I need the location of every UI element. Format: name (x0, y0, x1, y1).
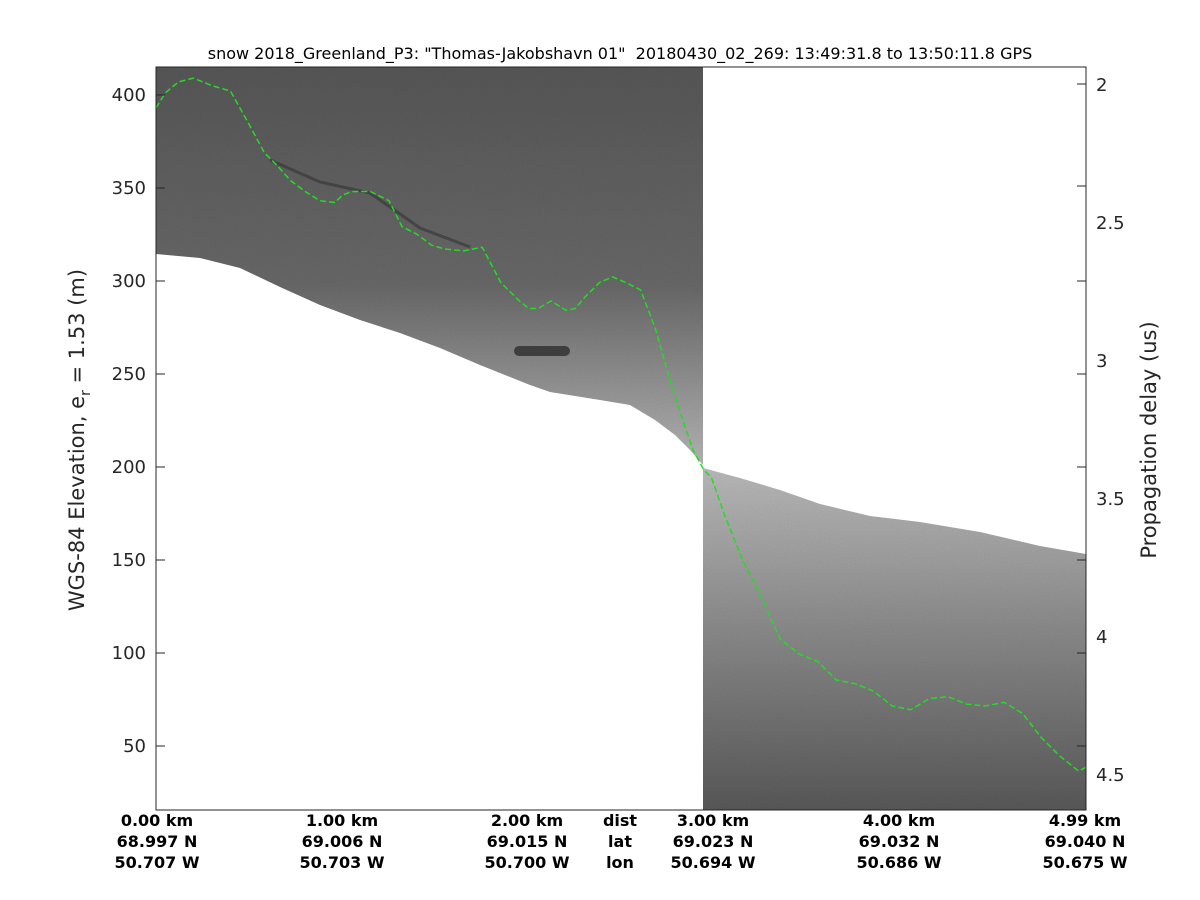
internal-layer-blob (514, 346, 570, 356)
x-lon-label: 50.675 W (1043, 853, 1128, 872)
x-lat-label: 69.015 N (487, 832, 568, 851)
right-y-ticks: 2 2.5 3 3.5 4 4.5 (1077, 75, 1125, 786)
internal-layer-band (269, 158, 471, 249)
x-lon-label: 50.707 W (115, 853, 200, 872)
x-lon-label: 50.686 W (857, 853, 942, 872)
x-lon-label: 50.703 W (300, 853, 385, 872)
right-tick-label: 4.5 (1096, 765, 1125, 786)
chart-title: snow 2018_Greenland_P3: "Thomas-Jakobsha… (208, 44, 1033, 64)
row-label-lon: lon (606, 853, 634, 872)
radargram-right-block (703, 468, 1086, 810)
left-tick-label: 50 (123, 736, 146, 757)
x-lat-label: 69.023 N (673, 832, 754, 851)
x-dist-label: 0.00 km (121, 811, 193, 830)
right-tick-label: 3 (1096, 351, 1107, 372)
left-tick-label: 400 (112, 85, 146, 106)
x-lat-label: 69.006 N (302, 832, 383, 851)
row-label-dist: dist (603, 811, 637, 830)
x-lat-label: 69.032 N (859, 832, 940, 851)
y-axis-label-left: WGS-84 Elevation, er = 1.53 (m) (65, 269, 94, 611)
x-dist-label: 4.00 km (863, 811, 935, 830)
right-tick-label: 4 (1096, 627, 1107, 648)
x-lon-label: 50.700 W (485, 853, 570, 872)
radargram-left-block (156, 67, 703, 465)
right-tick-label: 2.5 (1096, 213, 1125, 234)
x-lon-label: 50.694 W (671, 853, 756, 872)
x-axis-labels: 0.00 km 68.997 N 50.707 W 1.00 km 69.006… (115, 811, 1128, 872)
plot-area (156, 67, 1086, 810)
x-dist-label: 4.99 km (1049, 811, 1121, 830)
y-axis-label-right: Propagation delay (us) (1137, 321, 1161, 558)
right-tick-label: 2 (1096, 75, 1107, 96)
left-y-ticks: 400 350 300 250 200 150 100 50 (112, 85, 165, 757)
x-dist-label: 2.00 km (491, 811, 563, 830)
x-dist-label: 1.00 km (306, 811, 378, 830)
left-tick-label: 300 (112, 271, 146, 292)
x-lat-label: 68.997 N (117, 832, 198, 851)
x-dist-label: 3.00 km (677, 811, 749, 830)
left-tick-label: 350 (112, 178, 146, 199)
left-tick-label: 200 (112, 457, 146, 478)
x-lat-label: 69.040 N (1045, 832, 1126, 851)
row-label-lat: lat (608, 832, 632, 851)
left-tick-label: 100 (112, 643, 146, 664)
left-tick-label: 250 (112, 364, 146, 385)
plot-frame (155, 66, 1087, 811)
surface-layer-line (156, 77, 1086, 772)
right-tick-label: 3.5 (1096, 489, 1125, 510)
left-tick-label: 150 (112, 550, 146, 571)
